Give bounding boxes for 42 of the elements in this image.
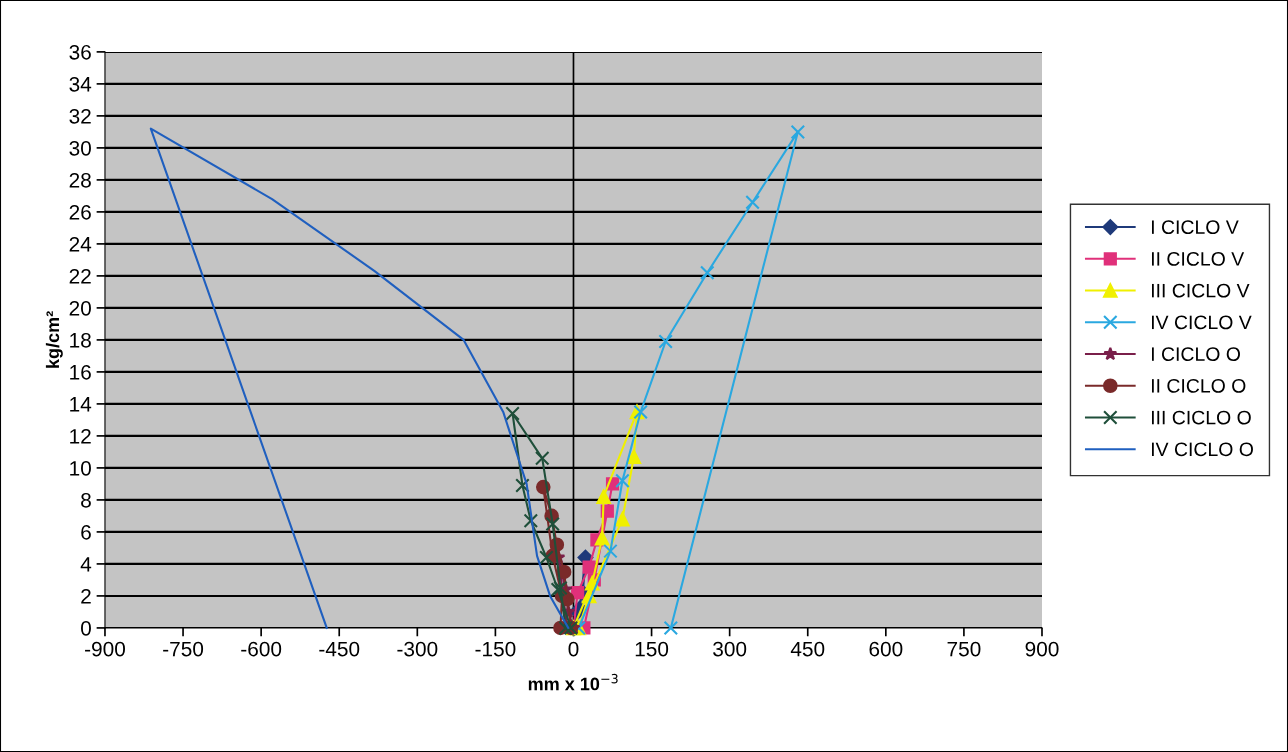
y-tick-label: 24 [69, 236, 92, 252]
legend-label: III CICLO O [1151, 410, 1251, 425]
y-tick-label: 2 [81, 588, 91, 604]
x-tick-label: 750 [947, 641, 981, 657]
x-tick-label: -300 [397, 641, 438, 657]
x-tick-label: 900 [1025, 641, 1059, 657]
legend-label: IV CICLO V [1151, 315, 1252, 330]
x-tick-label: 600 [869, 641, 903, 657]
y-tick-label: 30 [69, 140, 91, 156]
legend-label: I CICLO V [1151, 220, 1239, 235]
y-tick-label: 28 [69, 172, 91, 188]
y-tick-label: 32 [69, 108, 91, 124]
y-tick-label: 8 [81, 492, 91, 508]
y-tick-label: 14 [70, 397, 92, 412]
x-tick-label: 450 [790, 641, 825, 657]
x-tick-label: -450 [319, 641, 360, 657]
x-axis-title: mm x 10$^{−3}$ [528, 673, 618, 691]
x-tick-label: -600 [241, 641, 282, 657]
y-tick-label: 36 [69, 44, 91, 60]
y-tick-label: 6 [81, 524, 91, 540]
y-tick-label: 18 [70, 332, 91, 348]
x-tick-label: 150 [635, 641, 669, 657]
x-tick-label: 0 [568, 641, 579, 657]
y-tick-label: 34 [69, 76, 92, 92]
legend-label: IV CICLO O [1151, 442, 1253, 457]
y-tick-label: 20 [69, 300, 91, 316]
y-axis-title: kg/cm² [45, 311, 63, 368]
y-tick-label: 4 [80, 557, 92, 572]
x-tick-label: -900 [85, 641, 126, 657]
legend-label: III CICLO V [1151, 283, 1250, 298]
x-tick-label: -750 [163, 641, 204, 657]
legend-label: I CICLO O [1151, 347, 1240, 361]
legend-label: II CICLO O [1151, 378, 1246, 393]
y-tick-label: 22 [69, 268, 91, 284]
y-tick-label: 26 [69, 204, 91, 220]
legend-label: II CICLO V [1151, 252, 1245, 266]
y-tick-label: 12 [70, 428, 91, 444]
y-tick-label: 10 [70, 460, 91, 476]
x-tick-label: -150 [475, 641, 516, 657]
x-tick-label: 300 [713, 641, 747, 657]
y-tick-label: 0 [81, 620, 91, 636]
y-tick-label: 16 [70, 364, 91, 380]
